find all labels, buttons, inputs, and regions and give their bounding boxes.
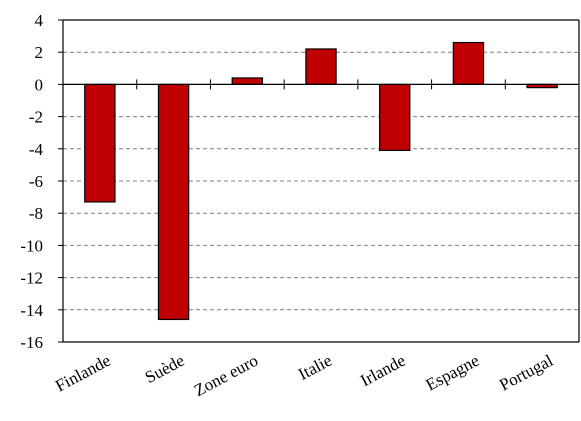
x-category-label: Zone euro [191, 351, 261, 400]
x-category-label: Suède [142, 351, 188, 387]
y-tick-label: -12 [20, 269, 43, 288]
y-tick-labels: 4 2 0 -2 -4 -6 -8 -10 -12 -14 -16 [20, 11, 43, 352]
y-tick-label: 0 [35, 75, 44, 94]
y-tick-label: -16 [20, 333, 43, 352]
bar-zone-euro [231, 77, 263, 85]
y-tick-label: -6 [29, 172, 43, 191]
y-tick-label: -4 [29, 140, 44, 159]
y-tick-label: 4 [35, 11, 44, 30]
x-category-labels: Finlande Suède Zone euro Italie Irlande Espag… [52, 351, 556, 400]
bars [84, 41, 558, 321]
y-tick-label: 2 [35, 43, 44, 62]
axes [58, 19, 580, 343]
y-tick-label: -14 [20, 301, 43, 320]
x-category-label: Finlande [52, 351, 113, 396]
x-category-label: Portugal [496, 351, 556, 395]
bar-irlande [379, 83, 411, 152]
x-category-label: Espagne [423, 351, 483, 395]
bar-suède [157, 83, 190, 321]
bar-finlande [84, 83, 116, 203]
y-tick-label: -8 [29, 204, 43, 223]
bar-italie [305, 48, 337, 85]
y-tick-label: -2 [29, 108, 43, 127]
x-category-label: Italie [295, 351, 335, 384]
bar-espagne [452, 41, 485, 86]
x-category-label: Irlande [357, 351, 408, 390]
y-tick-label: -10 [20, 236, 43, 255]
